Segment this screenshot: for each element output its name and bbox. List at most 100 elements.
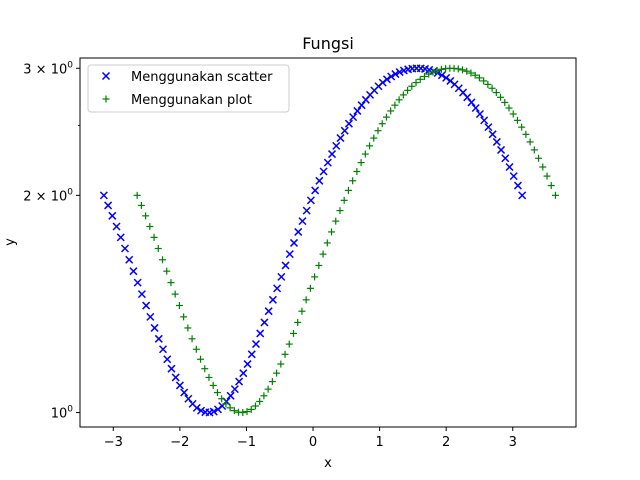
data-point (395, 68, 404, 77)
data-point (306, 284, 314, 292)
data-point (513, 116, 521, 124)
data-point (319, 167, 328, 176)
data-point (311, 273, 319, 281)
data-point (163, 355, 172, 364)
data-point (264, 307, 273, 316)
y-tick-label: 2 × 100 (23, 187, 73, 204)
data-point (209, 407, 218, 416)
data-point (112, 222, 121, 231)
data-point (251, 340, 261, 349)
data-point (192, 345, 200, 353)
data-point (378, 120, 386, 128)
data-point (315, 176, 324, 185)
x-tick-label: −3 (104, 435, 123, 450)
data-point (437, 71, 446, 80)
data-point (158, 345, 168, 354)
data-point (336, 207, 344, 215)
data-point (235, 377, 244, 386)
data-point (437, 65, 445, 73)
data-point (209, 381, 217, 389)
data-point (484, 80, 492, 88)
legend-label: Menggunakan scatter (131, 70, 273, 85)
data-point (180, 388, 189, 397)
x-tick-label: −2 (170, 435, 189, 450)
data-point (425, 70, 433, 78)
data-point (522, 130, 530, 138)
data-point (171, 290, 179, 298)
data-point (205, 373, 213, 381)
data-point (370, 134, 378, 142)
series-1 (99, 64, 527, 417)
y-tick-label: 3 × 100 (23, 60, 73, 77)
data-point (146, 312, 155, 321)
data-point (298, 217, 307, 226)
x-tick-label: 0 (309, 435, 317, 450)
data-point (137, 290, 146, 299)
data-point (518, 123, 526, 131)
data-point (340, 126, 349, 135)
data-point (268, 295, 277, 304)
data-point (277, 360, 285, 368)
data-point (391, 101, 399, 109)
data-point (104, 201, 113, 210)
data-point (467, 98, 476, 107)
data-point (420, 72, 428, 80)
data-point (497, 93, 505, 101)
data-point (129, 267, 138, 276)
data-point (467, 69, 475, 77)
data-point (285, 250, 294, 259)
data-point (294, 227, 303, 236)
data-point (298, 307, 306, 315)
data-point (416, 75, 424, 83)
data-point (281, 261, 290, 270)
data-point (213, 389, 221, 397)
data-point (256, 329, 265, 338)
data-point (306, 196, 315, 205)
data-point (509, 172, 518, 181)
data-point (247, 350, 256, 359)
data-point (374, 127, 382, 135)
data-point (412, 79, 420, 87)
y-axis-ticks: 100 2 × 100 3 × 100 (23, 60, 80, 422)
data-point (475, 74, 483, 82)
data-point (243, 360, 252, 369)
y-axis-label: y (3, 238, 18, 246)
data-point (311, 186, 320, 195)
data-point (137, 201, 145, 209)
data-point (344, 186, 352, 194)
data-point (408, 82, 416, 90)
data-point (218, 395, 226, 403)
data-point (349, 113, 358, 122)
data-point (480, 77, 488, 85)
data-point (387, 72, 396, 81)
data-point (336, 134, 345, 143)
data-marks (99, 64, 559, 417)
data-point (226, 391, 235, 400)
data-point (518, 191, 527, 200)
data-point (260, 392, 268, 400)
data-point (273, 284, 282, 293)
data-point (454, 65, 462, 73)
data-point (120, 244, 130, 253)
data-point (184, 324, 192, 332)
data-point (319, 250, 327, 258)
data-point (230, 385, 239, 394)
data-point (442, 73, 451, 82)
data-point (142, 212, 150, 220)
data-point (256, 397, 264, 405)
data-point (201, 365, 209, 373)
data-point (328, 228, 336, 236)
data-point (294, 318, 302, 326)
data-point (471, 71, 479, 79)
data-point (243, 408, 251, 416)
data-point (154, 245, 162, 253)
legend-label: Menggunakan plot (131, 93, 252, 108)
data-point (513, 181, 522, 190)
data-point (289, 329, 297, 337)
data-point (492, 89, 500, 97)
data-point (171, 373, 180, 382)
data-point (159, 256, 167, 264)
x-tick-label: −1 (237, 435, 256, 450)
data-point (484, 123, 493, 132)
